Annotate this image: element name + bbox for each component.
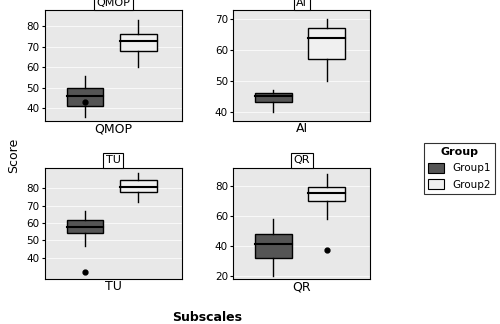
X-axis label: QMOP: QMOP	[94, 122, 132, 135]
Bar	[66, 220, 104, 234]
Bar	[120, 180, 156, 192]
X-axis label: TU: TU	[105, 280, 122, 293]
Bar	[308, 187, 345, 201]
Bar	[66, 88, 104, 107]
Title: AI: AI	[296, 0, 307, 7]
Title: TU: TU	[106, 155, 120, 165]
X-axis label: QR: QR	[292, 280, 311, 293]
Bar	[308, 28, 345, 59]
Title: QR: QR	[294, 155, 310, 165]
Bar	[255, 93, 292, 102]
Bar	[120, 34, 156, 51]
Text: Subscales: Subscales	[172, 311, 242, 324]
Title: QMOP: QMOP	[96, 0, 130, 7]
Legend: Group1, Group2: Group1, Group2	[424, 143, 495, 194]
Bar	[255, 234, 292, 258]
X-axis label: AI: AI	[296, 122, 308, 135]
Text: Score: Score	[8, 138, 20, 173]
